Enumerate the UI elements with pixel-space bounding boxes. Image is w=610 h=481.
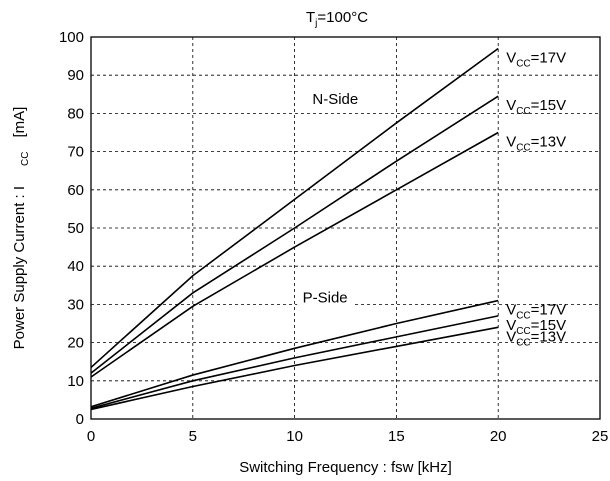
series-label: VCC=15V — [506, 97, 566, 117]
series-line-n-side-1 — [90, 95, 499, 374]
series-line-p-side-4 — [90, 315, 499, 410]
y-tick-label: 90 — [67, 67, 84, 84]
y-tick-label: 20 — [67, 335, 84, 352]
x-tick-label: 0 — [87, 428, 95, 445]
series-label: VCC=15V — [506, 317, 566, 337]
group-label: P-Side — [303, 290, 348, 307]
y-tick-label: 100 — [59, 29, 84, 46]
y-tick-label: 50 — [67, 220, 84, 237]
series-line-p-side-3 — [90, 299, 499, 408]
series-label: VCC=13V — [506, 328, 566, 348]
series-line-n-side-0 — [90, 47, 499, 369]
x-tick-label: 20 — [490, 428, 507, 445]
series-line-p-side-5 — [90, 326, 499, 411]
y-tick-label: 40 — [67, 258, 84, 275]
y-tick-label: 80 — [67, 105, 84, 122]
group-label-bg — [307, 89, 364, 107]
y-tick-label: 10 — [67, 373, 84, 390]
x-tick-label: 5 — [189, 428, 197, 445]
group-labels: N-Side P-Side — [297, 89, 364, 307]
group-label: N-Side — [312, 91, 358, 108]
group-label-bg — [297, 288, 354, 306]
series-label: VCC=17V — [506, 302, 566, 322]
series-labels: VCC=17VVCC=15VVCC=13VVCC=17VVCC=15VVCC=1… — [506, 49, 566, 348]
plot-frame — [90, 36, 601, 420]
series-line-n-side-2 — [90, 131, 499, 378]
series-lines — [90, 47, 499, 411]
y-tick-label: 60 — [67, 182, 84, 199]
x-tick-label: 15 — [388, 428, 405, 445]
tick-labels: 0 5 10 15 20 25 0 10 20 30 40 50 60 70 80 90 100 — [59, 29, 608, 445]
y-axis-title: Power Supply Current : ICC[mA] — [11, 107, 31, 350]
x-tick-label: 25 — [592, 428, 609, 445]
series-label: VCC=13V — [506, 134, 566, 154]
y-tick-label: 30 — [67, 296, 84, 313]
y-tick-label: 0 — [76, 411, 84, 428]
series-label: VCC=17V — [506, 49, 566, 69]
y-tick-label: 70 — [67, 144, 84, 161]
chart-title: Tj=100°C — [306, 9, 368, 29]
x-tick-label: 10 — [286, 428, 303, 445]
x-axis-title: Switching Frequency : fsw [kHz] — [239, 459, 452, 476]
